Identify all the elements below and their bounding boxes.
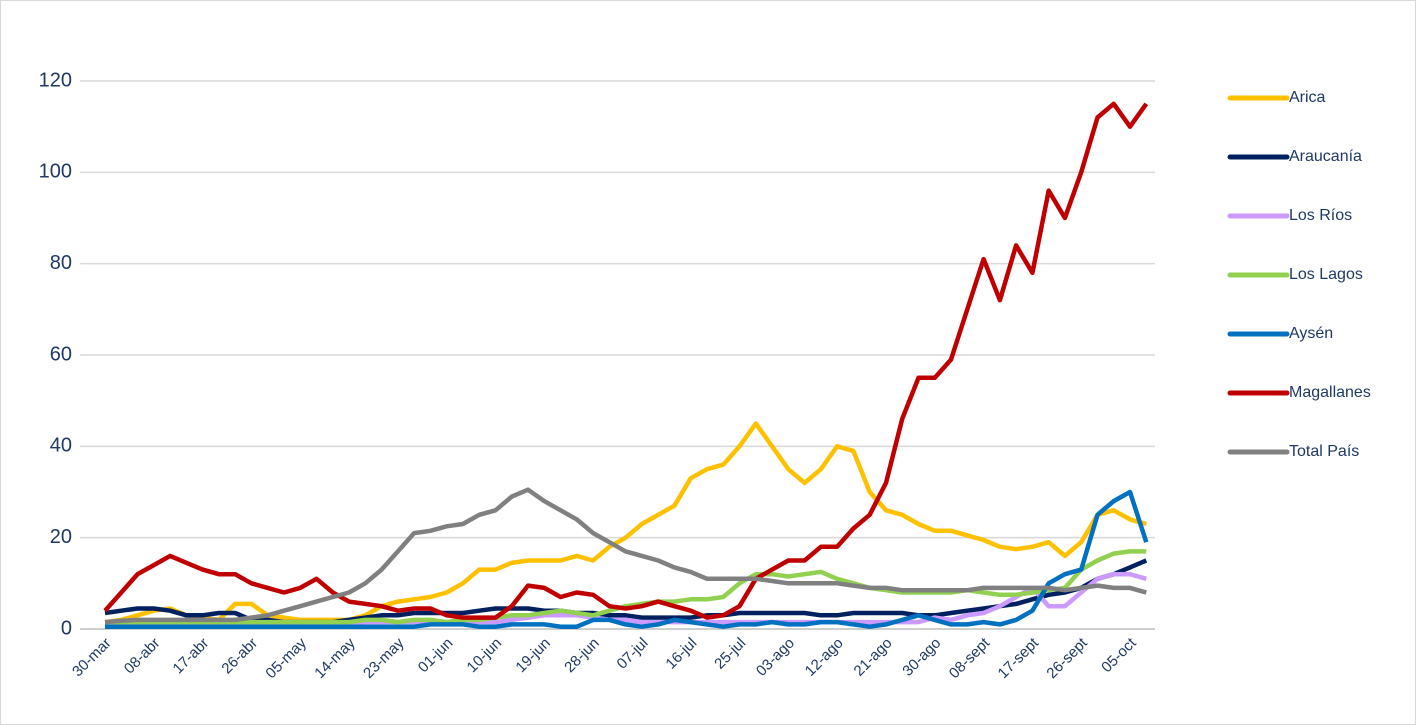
y-tick-label: 100 bbox=[39, 161, 72, 183]
legend-label: Araucanía bbox=[1289, 148, 1362, 165]
series-line bbox=[105, 489, 1149, 629]
series-line bbox=[105, 571, 1147, 627]
series-line bbox=[103, 101, 1149, 620]
y-tick-label: 0 bbox=[61, 617, 72, 639]
legend-label: Los Lagos bbox=[1289, 266, 1363, 283]
series-line bbox=[104, 487, 1147, 625]
legend-label: Los Ríos bbox=[1289, 207, 1352, 224]
legend-label: Aysén bbox=[1289, 325, 1333, 342]
y-tick-label: 120 bbox=[39, 69, 72, 91]
y-tick-label: 40 bbox=[50, 435, 72, 457]
y-tick-label: 80 bbox=[50, 252, 72, 274]
legend-label: Arica bbox=[1289, 89, 1326, 106]
legend-label: Total País bbox=[1289, 443, 1359, 460]
legend-label: Magallanes bbox=[1289, 384, 1371, 401]
y-tick-label: 60 bbox=[50, 343, 72, 365]
series-line bbox=[104, 421, 1147, 625]
y-tick-label: 20 bbox=[50, 526, 72, 548]
